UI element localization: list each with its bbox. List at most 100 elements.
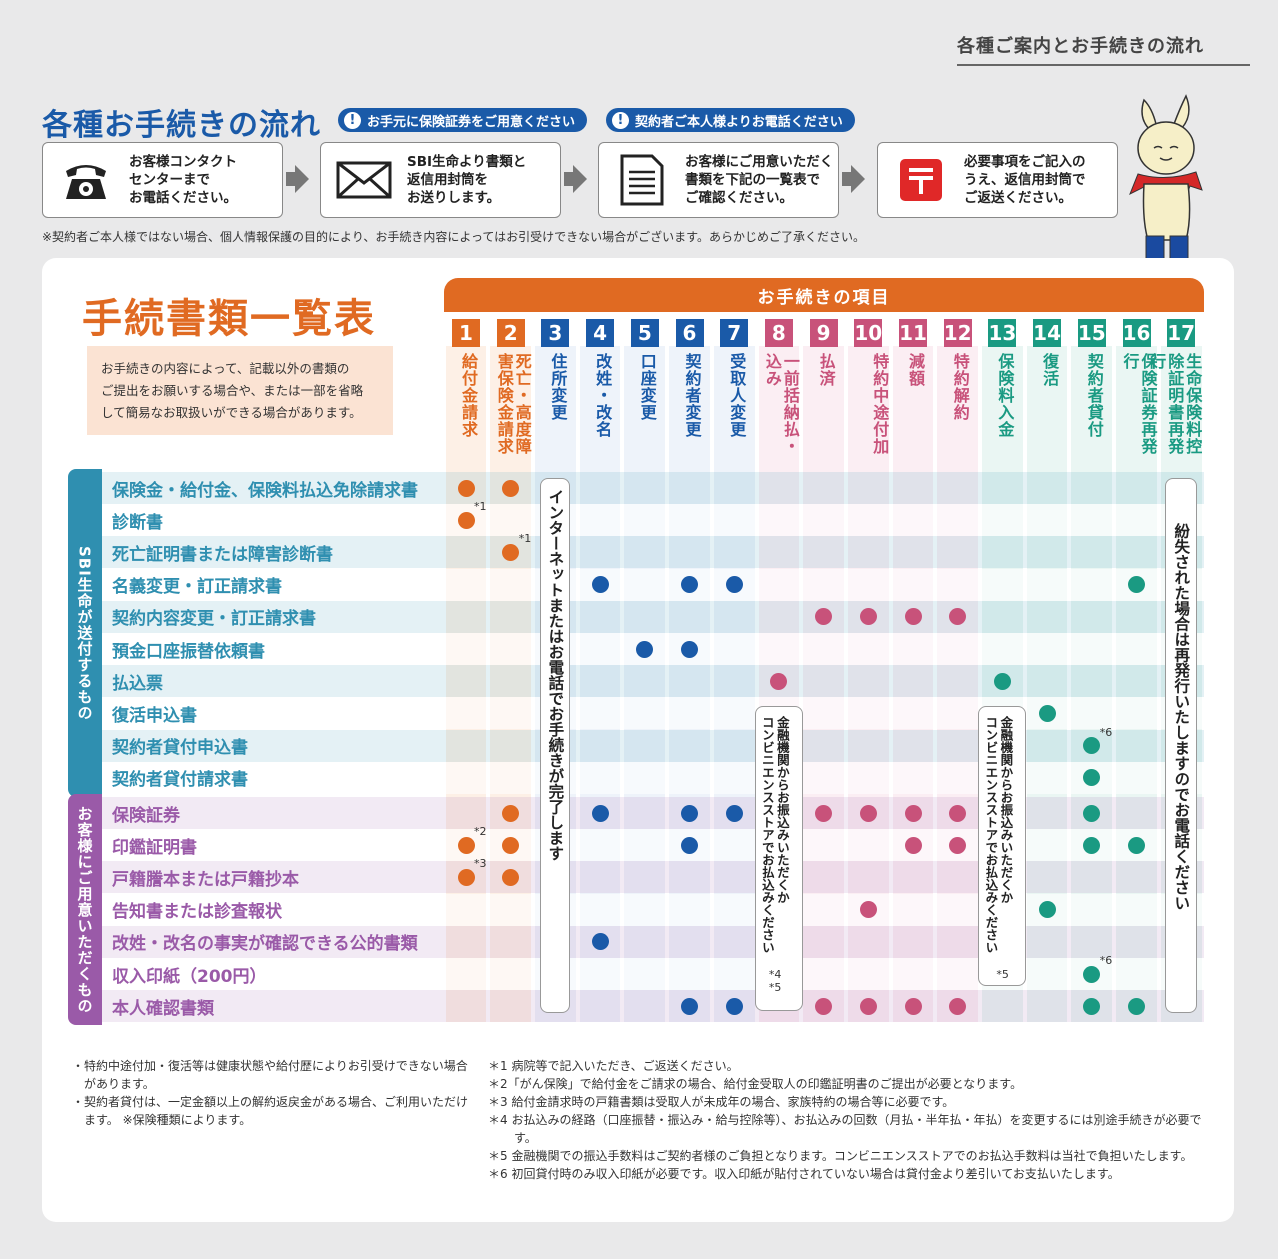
column-label: 特約中途付加: [870, 353, 890, 455]
column13-refs: *5: [996, 968, 1009, 981]
row-band: [102, 472, 1204, 504]
row-band: [102, 990, 1204, 1023]
required-mark-dot: [681, 804, 698, 822]
column-label: 口座変更: [637, 353, 657, 421]
row-band: [102, 729, 1204, 762]
required-mark-dot: [815, 608, 833, 626]
row-label: 預金口座振替依頼書: [112, 641, 265, 662]
required-mark-dot: [815, 997, 833, 1015]
arrow-right-icon: [851, 165, 865, 193]
exclamation-icon: !: [612, 111, 629, 129]
footer-note: ・契約者貸付は、一定金額以上の解約返戻金がある場合、ご利用いただけます。 ※保険…: [72, 1095, 469, 1127]
column-label: 改姓・改名: [593, 353, 613, 438]
required-mark-dot: [1083, 737, 1101, 755]
column-label: 保険料入金: [995, 353, 1015, 438]
required-mark-dot: [502, 479, 520, 497]
column-label: 生命保険料控除証明書再発行: [1147, 353, 1203, 455]
footnote-ref: *2: [474, 825, 487, 839]
column8-note-box: [754, 706, 803, 1011]
required-mark-dot: [815, 804, 833, 822]
column-label: 受取人変更: [727, 353, 747, 438]
required-mark-dot: [502, 804, 520, 822]
required-mark-dot: [681, 997, 698, 1015]
footnote-6: ＊6 初回貸付時のみ収入印紙が必要です。収入印紙が貼付されていない場合は貸付金よ…: [488, 1167, 1120, 1181]
document-icon: [599, 154, 685, 206]
row-band: [102, 568, 1204, 601]
row-label: 保険金・給付金、保険料払込免除請求書: [112, 480, 418, 501]
required-mark-dot: [949, 836, 967, 854]
row-band: [102, 665, 1204, 698]
column-number: 14: [1033, 319, 1062, 347]
step-text: お客様コンタクト センターまで お電話ください。: [129, 154, 237, 206]
required-mark-dot: [591, 933, 609, 951]
footnote-3: ＊3 給付金請求時の戸籍書類は受取人が未成年の場合、家族特約の場合等に必要です。: [488, 1095, 955, 1109]
group-tab-sbi-sends: SBI生命が送付するもの: [68, 469, 102, 797]
footnote-ref: *6: [1099, 725, 1113, 739]
mascot-illustration: [1120, 90, 1210, 274]
required-mark-dot: [502, 869, 520, 886]
footnote-ref: *1: [474, 500, 487, 514]
required-mark-dot: [457, 511, 475, 529]
required-mark-dot: [457, 836, 475, 854]
flow-step-2: SBI生命より書類と 返信用封筒を お送りします。: [320, 142, 561, 218]
required-mark-dot: [725, 576, 743, 594]
required-mark-dot: [1083, 965, 1101, 983]
column-number: 5: [630, 319, 659, 347]
column-label: 一前括納払・込み: [762, 353, 800, 455]
column-number: 2: [496, 319, 525, 347]
required-mark-dot: [591, 804, 609, 822]
column-number: 9: [809, 319, 838, 347]
exclamation-icon: !: [344, 111, 361, 129]
required-mark-dot: [1083, 804, 1101, 822]
table-title: 手続書類一覧表: [82, 296, 376, 342]
column-label: 住所変更: [548, 353, 568, 421]
column-label: 特約解約: [950, 353, 970, 421]
column-number: 15: [1077, 319, 1106, 347]
column-number: 11: [899, 319, 927, 347]
table-description: お手続きの内容によって、記載以外の書類の ご提出をお願いする場合や、または一部を…: [87, 346, 393, 435]
required-mark-dot: [1038, 705, 1056, 722]
required-mark-dot: [993, 672, 1011, 690]
footnote-2: ＊2「がん保険」で給付金をご請求の場合、給付金受取人の印鑑証明書のご提出が必要と…: [488, 1077, 1023, 1091]
step-text: お客様にご用意いただく 書類を下記の一覧表で ご確認ください。: [685, 154, 834, 206]
step-text: 必要事項をご記入の うえ、返信用封筒で ご返送ください。: [964, 154, 1086, 206]
required-mark-dot: [859, 608, 877, 626]
required-mark-dot: [502, 836, 520, 854]
row-band: [102, 797, 1204, 829]
footer-note: ・特約中途付加・復活等は健康状態や給付歴によりお引受けできない場合があります。: [72, 1059, 468, 1091]
column17-note-box: 紛失された場合は再発行いたしますのでお電話ください: [1165, 478, 1198, 1013]
column13-note-box: [978, 706, 1027, 986]
footnote-1: ＊1 病院等で記入いただき、ご返送ください。: [488, 1059, 739, 1073]
required-mark-dot: [859, 901, 877, 919]
row-band: [102, 761, 1204, 794]
required-mark-dot: [1083, 836, 1101, 854]
row-label: 契約内容変更・訂正請求書: [112, 609, 316, 630]
row-band: [102, 536, 1204, 569]
row-label: 保険証券: [112, 805, 180, 826]
row-band: [102, 958, 1204, 990]
row-label: 本人確認書類: [112, 998, 214, 1019]
required-mark-dot: [1083, 997, 1101, 1015]
row-band: [102, 829, 1204, 862]
row-label: 印鑑証明書: [112, 837, 197, 858]
column-label: 払済: [816, 353, 836, 387]
prepare-certificate-pill: ! お手元に保険証券をご用意ください: [338, 108, 588, 132]
required-mark-dot: [949, 804, 967, 822]
footer-notes-right: ＊1 病院等で記入いただき、ご返送ください。 ＊2「がん保険」で給付金をご請求の…: [488, 1057, 1210, 1183]
arrow-right-icon: [573, 165, 587, 193]
row-band: [102, 600, 1204, 633]
column-number: 6: [675, 319, 704, 347]
flow-title: 各種お手続きの流れ: [42, 108, 321, 143]
column-number: 13: [988, 319, 1017, 347]
required-mark-dot: [904, 608, 922, 626]
required-mark-dot: [904, 836, 922, 854]
row-label: 契約者貸付請求書: [112, 770, 248, 791]
column-number: 12: [943, 319, 972, 347]
pill-label: 契約者ご本人様よりお電話ください: [635, 114, 843, 130]
column-number: 8: [764, 319, 793, 347]
required-mark-dot: [457, 479, 475, 497]
column13-note: 金融機関からお振込みいただくか コンビニエンスストアでお払込みください: [983, 716, 1014, 954]
required-mark-dot: [904, 804, 922, 822]
section-header-title: 各種ご案内とお手続きの流れ: [957, 32, 1250, 66]
footnote-ref: *1: [518, 532, 532, 546]
